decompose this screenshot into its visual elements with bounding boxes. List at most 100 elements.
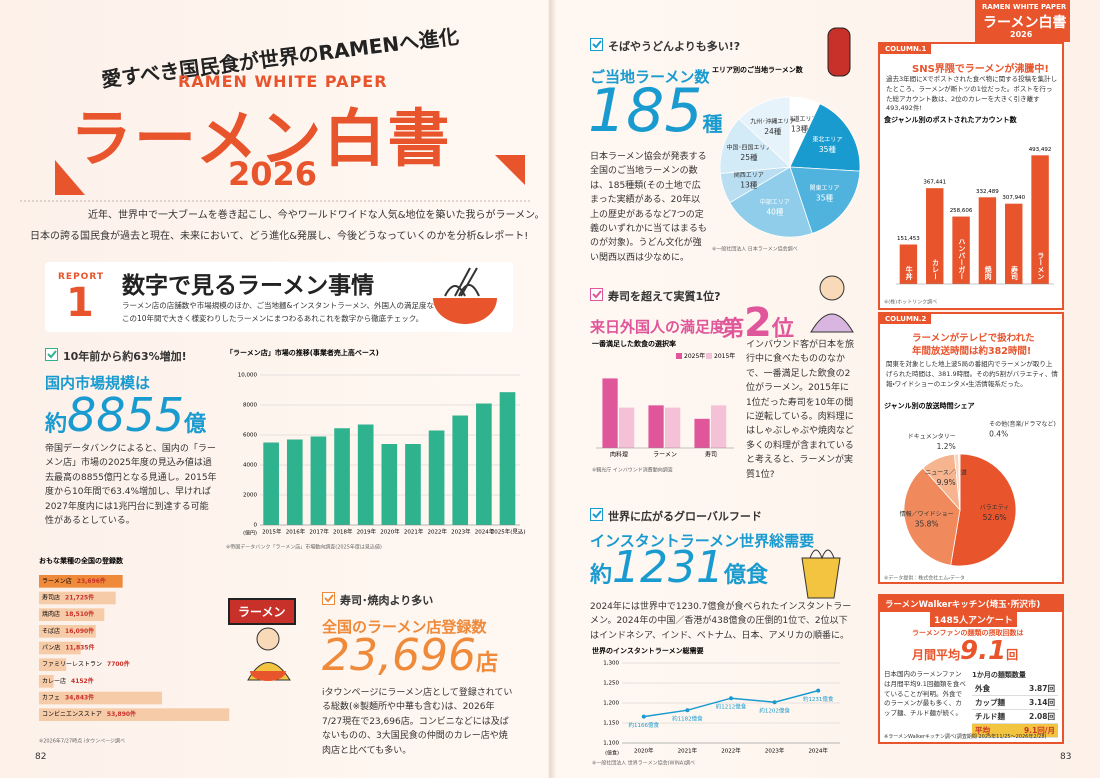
bar — [452, 415, 469, 525]
bar — [1005, 203, 1023, 284]
figure-number: 2 — [744, 300, 772, 346]
bar — [665, 407, 681, 448]
value-label: 367,441 — [923, 180, 946, 186]
bar — [405, 444, 421, 525]
y-tick-label: 8000 — [243, 403, 257, 409]
report-label: REPORT — [58, 272, 104, 282]
report-box — [45, 262, 513, 332]
figure-number: 8855 — [67, 388, 185, 442]
body — [810, 313, 854, 333]
figure-suffix: 種 — [702, 112, 723, 136]
chart-note: ※観光庁 インバウンド消費動向調査 — [592, 467, 673, 474]
x-tick-label: 2024年 — [475, 528, 495, 536]
section-body: 2024年には世界中で1230.7億食が食べられたインスタントラーメン。2024… — [590, 602, 852, 641]
bar — [499, 392, 516, 525]
legend-label: 2025年 — [684, 352, 705, 360]
tag-title: ラーメン白書 — [983, 15, 1067, 31]
x-tick-label: 2023年 — [765, 747, 785, 755]
category-label: パン店 — [42, 645, 60, 652]
table-cell: 3.14回 — [1028, 698, 1055, 707]
chopstick — [454, 267, 471, 297]
bar — [602, 378, 618, 448]
section-heading: 世界に広がるグローバルフード — [590, 508, 762, 524]
pie-slice — [789, 166, 861, 234]
column-title: 年間放送時間は約382時間! — [912, 346, 1032, 357]
y-tick-label: 10,000 — [238, 373, 258, 379]
bar — [926, 188, 944, 284]
data-line — [643, 689, 819, 718]
figure-prefix: 第 — [722, 317, 745, 342]
sign: ラーメン — [228, 598, 296, 625]
big-figure: 第2位 — [722, 300, 794, 346]
slice-value: 1.2% — [937, 442, 956, 451]
bowl — [433, 298, 497, 324]
section-body: 帝国データバンクによると、国内の「ラーメン店」市場の2025年度の見込み値は過去… — [45, 444, 217, 526]
check-icon — [322, 592, 335, 605]
chart-note: ※2026年7/27時点 iタウンページ調べ — [39, 738, 125, 745]
slice-value: 13種 — [740, 179, 758, 189]
figure-number: 1231 — [612, 542, 724, 593]
data-point — [816, 688, 821, 693]
legend-swatch — [706, 353, 712, 359]
figure-suffix: 店 — [475, 651, 498, 676]
bar — [39, 641, 81, 655]
regional-pie: エリア別のご当地ラーメン数※一般社団法人 日本ラーメン協会調べ北海道エリア13種… — [712, 65, 861, 252]
column-tag — [975, 0, 1070, 42]
bar — [711, 405, 727, 448]
value-label: 493,492 — [1029, 147, 1052, 153]
value-label: 34,843件 — [65, 694, 94, 702]
heading-text: 寿司を超えて実質1位? — [608, 290, 721, 303]
section-body: 日本ラーメン協会が発表する全国のご当地ラーメンの数は、185種類(その土地で広ま… — [590, 152, 707, 263]
value-label: 18,510件 — [65, 610, 94, 618]
slice-value: 13種 — [791, 124, 809, 134]
x-tick-label: 2022年 — [721, 747, 741, 755]
heading-text: そばやうどんよりも多い!? — [608, 40, 741, 53]
value-label: 258,606 — [950, 208, 973, 214]
lantern-icon — [827, 27, 851, 77]
bar — [952, 216, 970, 284]
survey-lead: ラーメンファンの麺類の摂取回数は — [912, 629, 1024, 637]
table-row: カップ麺 3.14回 — [972, 696, 1058, 710]
tv-pie: ジャンル別の放送時間シェア ※データ提供：株式会社エム・データ バラエティ 52.6%… — [884, 401, 1056, 582]
y-tick-label: 6000 — [243, 433, 257, 439]
pie-slice — [789, 103, 861, 172]
column-body: 過去3年間にXでポストされた食べ物に関する投稿を集計したところ、ラーメンが断トツ… — [886, 75, 1058, 113]
section-subtitle: ご当地ラーメン数 — [590, 68, 710, 86]
x-tick-label: ラーメン — [1037, 252, 1045, 280]
bar — [39, 658, 67, 671]
x-tick-label: カレー — [932, 259, 940, 280]
section-heading: そばやうどんよりも多い!? — [590, 38, 740, 54]
y-tick-label: 1,100 — [603, 741, 619, 747]
slice-label: 中国･四国エリア — [726, 143, 771, 151]
data-point — [772, 700, 777, 705]
bar — [334, 428, 350, 525]
column-label: COLUMN.2 — [880, 314, 932, 324]
bar — [39, 675, 54, 688]
tag-english: RAMEN WHITE PAPER — [982, 3, 1067, 11]
value-label: 16,090件 — [65, 627, 94, 635]
bar — [39, 608, 105, 621]
lantern — [827, 27, 851, 77]
pie-slice — [903, 467, 961, 566]
pie-slice — [729, 166, 813, 238]
chart-title: 一番満足した飲食の選択率 — [592, 339, 676, 348]
slice-label: 九州･沖縄エリア — [750, 118, 795, 126]
pie-slice — [950, 453, 1017, 567]
chart-note: ※一般社団法人 世界ラーメン協会(WINA)調べ — [592, 760, 695, 767]
x-tick-label: 2020年 — [634, 747, 654, 755]
bar — [39, 591, 116, 605]
bar — [899, 244, 918, 284]
chart-title: おもな業種の全国の登録数 — [39, 556, 124, 565]
big-figure: 185種 — [588, 76, 723, 146]
x-tick-label: 2021年 — [404, 528, 424, 536]
y-tick-label: 1,200 — [603, 701, 619, 707]
table-cell: チルド麺 — [975, 712, 1005, 721]
report-description: ラーメン店の店舗数や市場規模のほか、ご当地麺&インスタントラーメン、外国人の満足… — [122, 301, 449, 310]
y-tick-label: 1,150 — [603, 721, 619, 727]
figure-suffix: 億 — [184, 412, 207, 437]
triangle — [495, 155, 525, 185]
bowl — [250, 671, 286, 681]
table-cell: 3.87回 — [1028, 684, 1055, 693]
slice-value: 52.6% — [983, 513, 1007, 522]
